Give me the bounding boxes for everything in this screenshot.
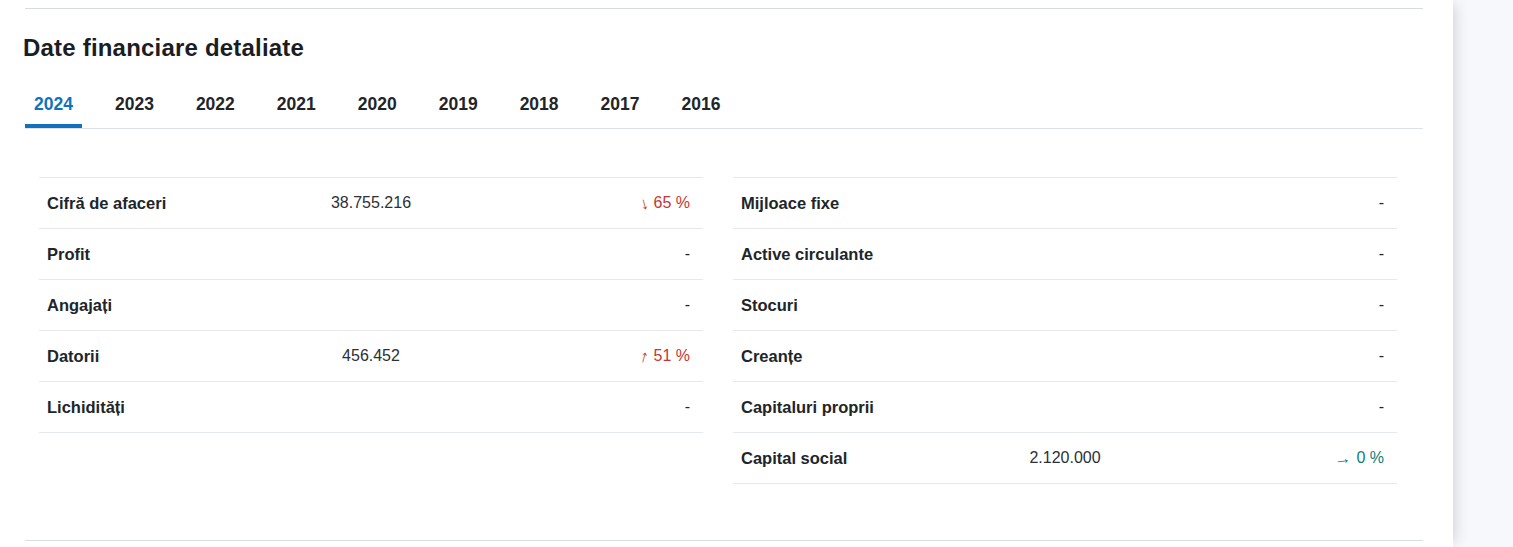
table-row: Stocuri - <box>733 280 1397 331</box>
metric-value: 38.755.216 <box>331 194 411 212</box>
table-row: Capitaluri proprii - <box>733 382 1397 433</box>
table-row: Lichidități - <box>39 382 703 433</box>
trend-indicator: - <box>1379 245 1397 263</box>
tab-2022[interactable]: 2022 <box>187 94 244 128</box>
metric-label: Datorii <box>39 347 99 366</box>
content-card: Date financiare detaliate 2024 2023 2022… <box>0 0 1453 547</box>
table-row: Angajați - <box>39 280 703 331</box>
tab-2023[interactable]: 2023 <box>106 94 163 128</box>
metric-value: 456.452 <box>342 347 400 365</box>
metric-value: 2.120.000 <box>1029 449 1100 467</box>
trend-indicator: - <box>685 245 703 263</box>
trend-indicator: - <box>1379 194 1397 212</box>
trend-indicator: - <box>1379 347 1397 365</box>
trend-indicator: →0 % <box>1334 449 1397 467</box>
tab-2020[interactable]: 2020 <box>349 94 406 128</box>
tab-2018[interactable]: 2018 <box>511 94 568 128</box>
trend-indicator: - <box>1379 398 1397 416</box>
table-row: Capital social 2.120.000 →0 % <box>733 433 1397 484</box>
metric-label: Capital social <box>733 449 847 468</box>
trend-percent: 65 % <box>654 194 690 212</box>
trend-percent: 0 % <box>1356 449 1384 467</box>
metric-label: Capitaluri proprii <box>733 398 874 417</box>
tab-2019[interactable]: 2019 <box>430 94 487 128</box>
trend-indicator: - <box>685 296 703 314</box>
top-divider <box>25 8 1423 9</box>
page-title: Date financiare detaliate <box>23 34 304 62</box>
metric-label: Profit <box>39 245 90 264</box>
year-tabs: 2024 2023 2022 2021 2020 2019 2018 2017 … <box>25 94 1423 129</box>
trend-flat-icon: → <box>1333 448 1352 467</box>
tab-2021[interactable]: 2021 <box>268 94 325 128</box>
table-row: Creanțe - <box>733 331 1397 382</box>
tab-2017[interactable]: 2017 <box>592 94 649 128</box>
trend-indicator: - <box>1379 296 1397 314</box>
table-row: Active circulante - <box>733 229 1397 280</box>
financial-table-left: Cifră de afaceri 38.755.216 ↓65 % Profit… <box>39 177 703 484</box>
tab-2016[interactable]: 2016 <box>673 94 730 128</box>
table-row: Datorii 456.452 ↑51 % <box>39 331 703 382</box>
metric-label: Cifră de afaceri <box>39 194 166 213</box>
metric-label: Angajați <box>39 296 112 315</box>
trend-up-icon: ↑ <box>638 347 651 366</box>
financial-tables: Cifră de afaceri 38.755.216 ↓65 % Profit… <box>39 177 1397 484</box>
trend-indicator: ↑51 % <box>640 347 703 365</box>
metric-label: Active circulante <box>733 245 873 264</box>
trend-percent: 51 % <box>654 347 690 365</box>
table-row: Cifră de afaceri 38.755.216 ↓65 % <box>39 178 703 229</box>
tab-2024[interactable]: 2024 <box>25 94 82 128</box>
metric-label: Creanțe <box>733 347 802 366</box>
trend-down-icon: ↓ <box>638 194 651 213</box>
metric-label: Stocuri <box>733 296 798 315</box>
table-row: Profit - <box>39 229 703 280</box>
bottom-divider <box>25 540 1423 541</box>
metric-label: Lichidități <box>39 398 125 417</box>
trend-indicator: - <box>685 398 703 416</box>
trend-indicator: ↓65 % <box>640 194 703 212</box>
metric-label: Mijloace fixe <box>733 194 839 213</box>
table-row: Mijloace fixe - <box>733 178 1397 229</box>
financial-table-right: Mijloace fixe - Active circulante - Stoc… <box>733 177 1397 484</box>
